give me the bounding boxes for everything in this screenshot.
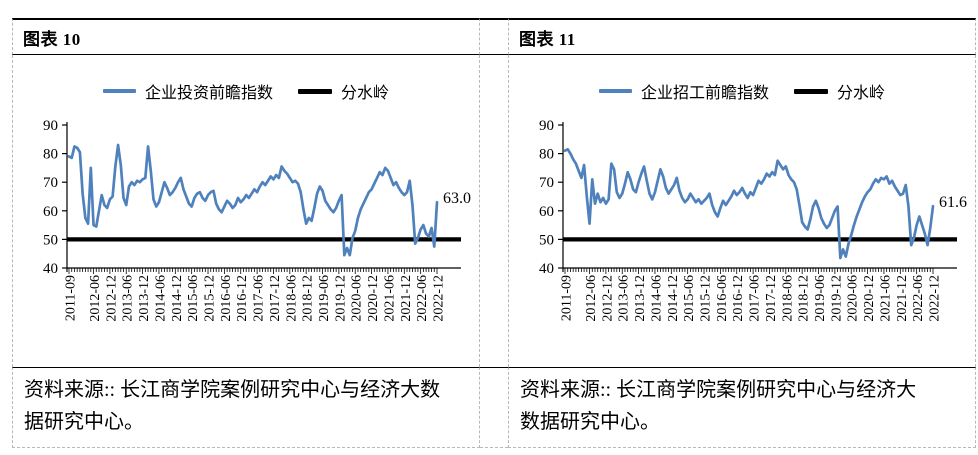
figure11-legend: 企业招工前瞻指数 分水岭 bbox=[509, 79, 975, 103]
x-tick-label: 2012-12 bbox=[600, 275, 615, 322]
x-tick-label: 2014-06 bbox=[153, 275, 168, 322]
x-tick-label: 2016-12 bbox=[235, 275, 250, 322]
x-tick-label: 2019-06 bbox=[813, 275, 828, 322]
y-tick-label: 40 bbox=[43, 261, 58, 277]
x-tick-label: 2012-12 bbox=[104, 275, 119, 322]
y-tick-label: 50 bbox=[539, 232, 554, 248]
x-tick-label: 2018-12 bbox=[797, 275, 812, 322]
end-value-label: 63.0 bbox=[443, 190, 471, 207]
x-tick-label: 2015-12 bbox=[203, 275, 218, 322]
x-tick-label: 2022-06 bbox=[415, 275, 430, 322]
x-tick-label: 2013-12 bbox=[137, 275, 152, 322]
figure11-chart-area: 90 80 70 60 50 40 2011-09 2012-06 2012-12 2013-06… bbox=[508, 55, 976, 367]
x-tick-label: 2017-12 bbox=[268, 275, 283, 322]
series-line bbox=[563, 147, 935, 260]
x-tick-label: 2017-12 bbox=[764, 275, 779, 322]
x-tick-label: 2019-12 bbox=[333, 275, 348, 322]
x-tick-label: 2012-06 bbox=[584, 275, 599, 322]
x-tick-label: 2018-06 bbox=[284, 275, 299, 322]
threshold-legend-label: 分水岭 bbox=[341, 85, 390, 102]
x-tick-label: 2017-06 bbox=[748, 275, 763, 322]
series-legend-label: 企业招工前瞻指数 bbox=[640, 85, 769, 102]
investment-outlook-line-chart: 90 80 70 60 50 40 2011-09 2012-06 2012-12 2013-06… bbox=[43, 118, 471, 322]
threshold-line-swatch bbox=[794, 88, 828, 94]
x-tick-label: 2012-06 bbox=[88, 275, 103, 322]
x-tick-label: 2011-09 bbox=[64, 275, 79, 321]
x-tick-label: 2016-06 bbox=[715, 275, 730, 322]
x-tick-label: 2018-06 bbox=[780, 275, 795, 322]
x-tick-label: 2013-12 bbox=[633, 275, 648, 322]
x-tick-label: 2022-12 bbox=[928, 275, 943, 322]
x-tick-label: 2014-06 bbox=[649, 275, 664, 322]
figure10-legend: 企业投资前瞻指数 分水岭 bbox=[13, 79, 479, 103]
threshold-legend-label: 分水岭 bbox=[837, 85, 886, 102]
y-tick-label: 70 bbox=[43, 175, 58, 191]
column-gap bbox=[480, 367, 508, 448]
y-tick-label: 60 bbox=[43, 204, 58, 220]
x-tick-label: 2018-12 bbox=[301, 275, 316, 322]
end-value-label: 61.6 bbox=[939, 194, 967, 211]
x-tick-label: 2014-12 bbox=[170, 275, 185, 322]
figure11-source: 资料来源:: 长江商学院案例研究中心与经济大数据研究中心。 bbox=[508, 367, 976, 448]
figure11-title: 图表 11 bbox=[508, 18, 976, 55]
series-legend-label: 企业投资前瞻指数 bbox=[144, 85, 273, 102]
x-tick-label: 2020-06 bbox=[846, 275, 861, 322]
x-tick-label: 2019-12 bbox=[829, 275, 844, 322]
x-tick-label: 2014-12 bbox=[666, 275, 681, 322]
threshold-line-swatch bbox=[298, 88, 332, 94]
figure10-chart-area: 90 80 70 60 50 40 2011-09 2012-06 2012-12 2013-06… bbox=[12, 55, 480, 367]
x-tick-label: 2020-12 bbox=[366, 275, 381, 322]
figure10-source: 资料来源:: 长江商学院案例研究中心与经济大数据研究中心。 bbox=[12, 367, 480, 448]
x-tick-label: 2022-06 bbox=[911, 275, 926, 322]
y-tick-label: 80 bbox=[43, 147, 58, 163]
series-line bbox=[67, 143, 439, 257]
x-tick-label: 2011-09 bbox=[560, 275, 575, 321]
x-tick-label: 2015-06 bbox=[186, 275, 201, 322]
series-line-swatch bbox=[102, 89, 136, 93]
column-gap bbox=[480, 18, 508, 55]
x-tick-label: 2020-06 bbox=[350, 275, 365, 322]
x-tick-label: 2021-06 bbox=[878, 275, 893, 322]
x-tick-label: 2021-06 bbox=[382, 275, 397, 322]
y-tick-label: 50 bbox=[43, 232, 58, 248]
x-tick-label: 2013-06 bbox=[617, 275, 632, 322]
y-tick-label: 90 bbox=[43, 118, 58, 134]
x-tick-label: 2019-06 bbox=[317, 275, 332, 322]
x-tick-label: 2022-12 bbox=[432, 275, 447, 322]
y-tick-label: 80 bbox=[539, 147, 554, 163]
x-tick-label: 2021-12 bbox=[399, 275, 414, 322]
x-tick-label: 2016-06 bbox=[219, 275, 234, 322]
x-tick-label: 2015-12 bbox=[699, 275, 714, 322]
hiring-outlook-line-chart: 90 80 70 60 50 40 2011-09 2012-06 2012-12 2013-06… bbox=[539, 118, 967, 322]
x-tick-label: 2016-12 bbox=[731, 275, 746, 322]
column-gap bbox=[480, 55, 508, 367]
series-line-swatch bbox=[598, 89, 632, 93]
y-tick-label: 70 bbox=[539, 175, 554, 191]
figure10-title: 图表 10 bbox=[12, 18, 480, 55]
x-tick-label: 2015-06 bbox=[682, 275, 697, 322]
y-tick-label: 90 bbox=[539, 118, 554, 134]
x-tick-label: 2020-12 bbox=[862, 275, 877, 322]
y-tick-label: 40 bbox=[539, 261, 554, 277]
x-tick-label: 2021-12 bbox=[895, 275, 910, 322]
y-tick-label: 60 bbox=[539, 204, 554, 220]
x-tick-label: 2017-06 bbox=[252, 275, 267, 322]
x-tick-label: 2013-06 bbox=[121, 275, 136, 322]
figures-table: 图表 10 图表 11 90 80 70 60 50 40 2011-09 2012-06 20… bbox=[12, 18, 976, 448]
